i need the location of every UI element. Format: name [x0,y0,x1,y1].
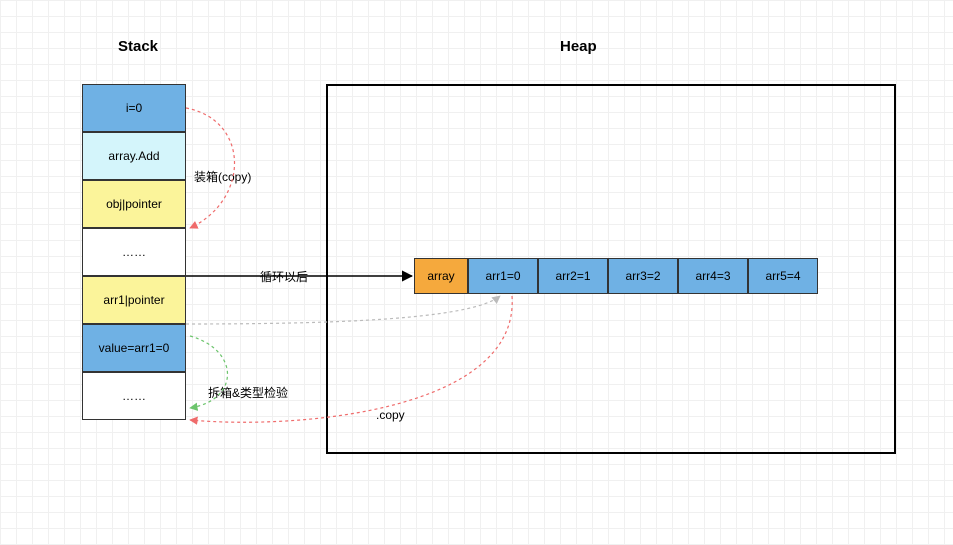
stack-cell: array.Add [82,132,186,180]
heap-array-header: array [414,258,468,294]
stack-cell: …… [82,372,186,420]
heap-array-cell: arr1=0 [468,258,538,294]
label-boxing: 装箱(copy) [194,168,251,185]
stack-cell: …… [82,228,186,276]
stack-cell: obj|pointer [82,180,186,228]
heap-array-cell: arr4=3 [678,258,748,294]
label-unboxing: 拆箱&类型检验 [208,384,288,401]
stack-title: Stack [118,38,158,55]
stack-cell: i=0 [82,84,186,132]
stack-cell: arr1|pointer [82,276,186,324]
heap-title: Heap [560,38,597,55]
label-copy: .copy [376,408,405,422]
heap-array-cell: arr3=2 [608,258,678,294]
label-loop: 循环以后 [260,268,308,285]
heap-array-cell: arr5=4 [748,258,818,294]
heap-array-cell: arr2=1 [538,258,608,294]
stack-cell: value=arr1=0 [82,324,186,372]
